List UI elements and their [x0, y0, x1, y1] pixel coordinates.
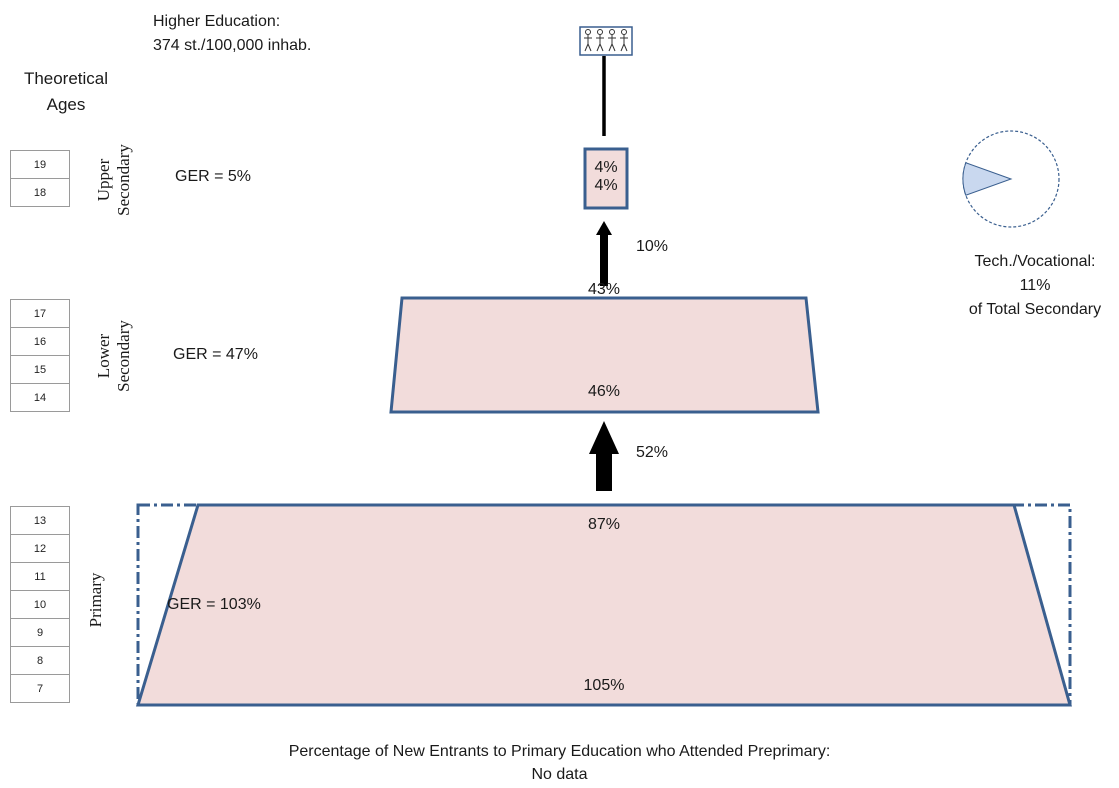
upper-secondary-shape [583, 147, 629, 210]
age-box: 9 [10, 618, 70, 647]
students-icon [579, 26, 633, 56]
age-box: 12 [10, 534, 70, 563]
higher-education-value: 374 st./100,000 inhab. [153, 37, 312, 54]
age-box: 16 [10, 327, 70, 356]
arrow-lower-to-upper [596, 221, 612, 286]
level-label-lower-secondary: Lower Secondary [94, 320, 133, 392]
arrow-primary-to-lower [589, 421, 619, 491]
higher-education-title: Higher Education: [153, 13, 281, 30]
age-box: 10 [10, 590, 70, 619]
preprimary-footnote: Percentage of New Entrants to Primary Ed… [288, 743, 831, 783]
age-box: 15 [10, 355, 70, 384]
upper-secondary-bottom-pct: 4% [594, 177, 618, 194]
theoretical-ages-title: Theoretical Ages [23, 69, 109, 114]
primary-bottom-pct: 105% [583, 677, 625, 694]
lower-secondary-bottom-pct: 46% [587, 383, 621, 400]
lower-secondary-shape [389, 296, 820, 414]
lower-secondary-top-pct: 43% [587, 281, 621, 298]
age-box: 17 [10, 299, 70, 328]
tech-vocational-pie [962, 130, 1060, 228]
transition-primary-to-lower: 52% [636, 444, 669, 461]
level-label-primary: Primary [86, 572, 105, 628]
age-box: 18 [10, 178, 70, 207]
age-box: 8 [10, 646, 70, 675]
ger-lower-secondary: GER = 47% [173, 346, 258, 363]
ger-upper-secondary: GER = 5% [175, 168, 252, 185]
age-box: 14 [10, 383, 70, 412]
tech-vocational-slice [962, 162, 1013, 196]
age-box: 11 [10, 562, 70, 591]
higher-education-label: Higher Education: 374 st./100,000 inhab. [153, 10, 311, 58]
transition-lower-to-upper: 10% [636, 238, 669, 255]
tech-vocational-label: Tech./Vocational: 11% of Total Secondary [968, 253, 1102, 318]
ger-primary: GER = 103% [167, 596, 261, 613]
age-box: 7 [10, 674, 70, 703]
age-box: 13 [10, 506, 70, 535]
age-box: 19 [10, 150, 70, 179]
primary-shape [135, 503, 1072, 707]
primary-top-pct: 87% [587, 516, 621, 533]
upper-secondary-top-pct: 4% [594, 159, 618, 176]
level-label-upper-secondary: Upper Secondary [94, 144, 133, 216]
